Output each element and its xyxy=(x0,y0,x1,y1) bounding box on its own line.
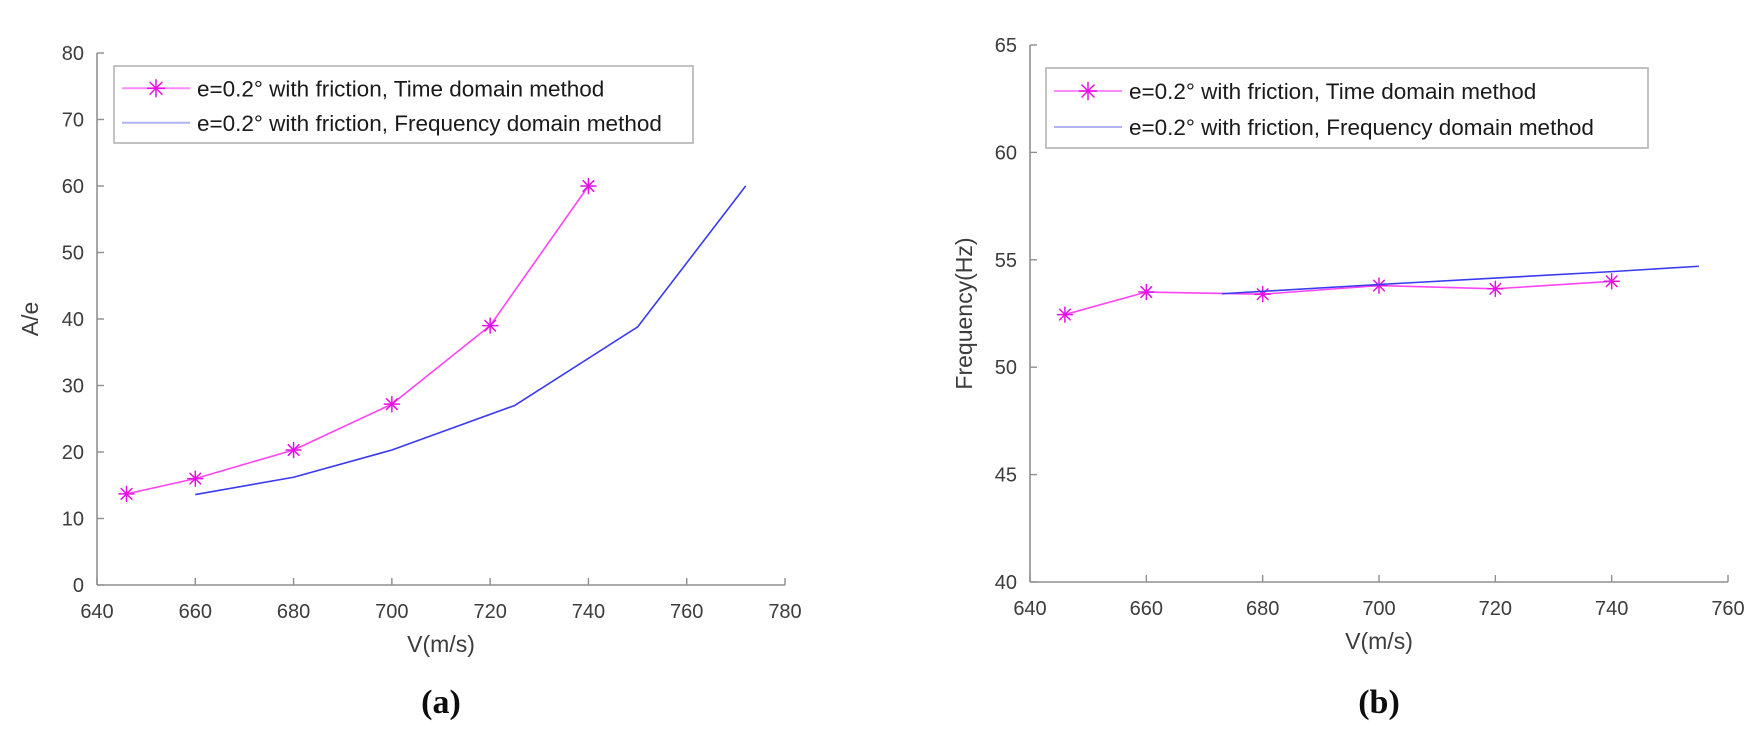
series-line-0 xyxy=(126,185,590,495)
caption-b: (b) xyxy=(1358,684,1400,721)
data-point-marker xyxy=(1056,306,1074,323)
star-spoke xyxy=(189,472,202,485)
star-spoke xyxy=(1058,308,1071,321)
series-line-0 xyxy=(1064,280,1612,316)
star-spoke xyxy=(385,398,398,411)
x-tick-label: 700 xyxy=(1362,598,1395,620)
legend: e=0.2° with friction, Time domain method… xyxy=(113,65,694,144)
y-tick-label: 80 xyxy=(62,43,84,65)
legend-label: e=0.2° with friction, Time domain method xyxy=(197,76,604,101)
data-point-marker xyxy=(580,177,597,195)
y-tick-label: 60 xyxy=(62,176,84,198)
x-tick-label: 780 xyxy=(768,601,801,623)
data-point-marker xyxy=(1370,277,1388,294)
y-tick-label: 0 xyxy=(73,575,84,597)
data-point-marker xyxy=(1487,280,1504,298)
series-line-1 xyxy=(1221,265,1699,295)
x-axis-label: V(m/s) xyxy=(1345,628,1413,654)
x-tick-label: 660 xyxy=(1130,598,1163,620)
data-point-marker xyxy=(1138,283,1155,301)
y-tick-label: 55 xyxy=(995,250,1017,272)
data-point-marker xyxy=(481,317,499,334)
data-point-marker xyxy=(187,470,204,487)
x-tick-label: 640 xyxy=(1013,598,1046,620)
legend-label: e=0.2° with friction, Frequency domain m… xyxy=(197,111,662,136)
x-axis-label: V(m/s) xyxy=(407,631,475,657)
x-tick-label: 720 xyxy=(473,601,506,623)
star-spoke xyxy=(120,487,133,500)
data-point-marker xyxy=(285,441,302,459)
x-tick-label: 740 xyxy=(572,601,605,623)
x-tick-label: 740 xyxy=(1595,598,1628,620)
star-spoke xyxy=(1372,279,1386,292)
y-tick-label: 70 xyxy=(62,110,84,132)
data-point-marker xyxy=(1603,273,1620,290)
data-point-marker xyxy=(118,485,135,503)
y-tick-label: 50 xyxy=(995,357,1017,379)
y-axis-label: A/e xyxy=(17,302,43,337)
star-spoke xyxy=(1081,84,1095,98)
y-tick-label: 45 xyxy=(995,465,1017,487)
legend-box xyxy=(113,65,694,144)
star-spoke xyxy=(582,179,595,193)
caption-a: (a) xyxy=(421,684,461,721)
star-spoke xyxy=(149,81,163,96)
y-axis-label: Frequency(Hz) xyxy=(951,237,977,389)
x-tick-label: 680 xyxy=(277,601,310,623)
chart-a: 640 660 680 700 720 740 760 780 0 10 20 30 40 50 60 70 8… xyxy=(17,43,802,657)
star-spoke xyxy=(287,443,300,457)
y-tick-label: 40 xyxy=(995,572,1017,594)
data-point-marker xyxy=(383,395,401,413)
star-spoke xyxy=(1605,275,1618,288)
x-tick-label: 760 xyxy=(670,601,703,623)
y-tick-label: 30 xyxy=(62,376,84,398)
star-spoke xyxy=(1489,282,1502,295)
legend-star-marker xyxy=(1078,81,1098,101)
x-tick-label: 660 xyxy=(179,601,212,623)
x-tick-label: 720 xyxy=(1479,598,1512,620)
data-point-marker xyxy=(1254,285,1271,303)
y-tick-label: 10 xyxy=(62,509,84,531)
y-tick-label: 65 xyxy=(995,35,1017,57)
legend: e=0.2° with friction, Time domain method… xyxy=(1045,67,1649,149)
legend-label: e=0.2° with friction, Time domain method xyxy=(1129,79,1536,104)
x-tick-label: 700 xyxy=(375,601,408,623)
y-tick-label: 60 xyxy=(995,142,1017,164)
series-line-1 xyxy=(195,185,747,496)
x-tick-label: 680 xyxy=(1246,598,1279,620)
legend-star-marker xyxy=(146,79,166,98)
legend-box xyxy=(1045,67,1649,149)
y-tick-label: 20 xyxy=(62,442,84,464)
x-tick-label: 640 xyxy=(80,601,113,623)
y-tick-label: 50 xyxy=(62,243,84,265)
legend-label: e=0.2° with friction, Frequency domain m… xyxy=(1129,115,1594,140)
star-spoke xyxy=(484,319,497,332)
star-spoke xyxy=(1140,285,1153,299)
y-tick-label: 40 xyxy=(62,309,84,331)
x-tick-label: 760 xyxy=(1711,598,1744,620)
star-spoke xyxy=(1256,288,1269,301)
chart-b: 640 660 680 700 720 740 760 40 45 50 55 60 65 V(m/s) F… xyxy=(951,35,1745,654)
